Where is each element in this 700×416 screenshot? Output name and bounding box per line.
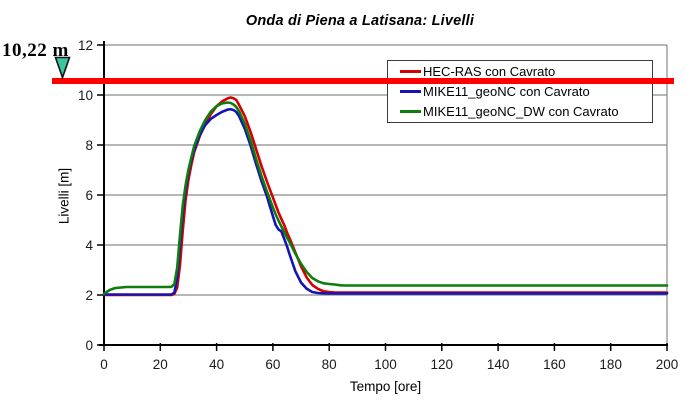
x-tick-label: 40	[209, 357, 224, 372]
legend-item-mike11-geonc: MIKE11_geoNC con Cavrato	[400, 81, 652, 101]
legend-line-sample-blue	[400, 89, 421, 93]
x-tick-label: 160	[543, 357, 566, 372]
legend-line-sample-green	[400, 110, 421, 114]
x-axis-title: Tempo [ore]	[349, 379, 422, 394]
y-tick-label: 6	[85, 188, 93, 203]
x-tick-label: 60	[265, 357, 280, 372]
y-tick-label: 10	[78, 88, 93, 103]
x-tick-label: 0	[100, 357, 108, 372]
y-tick-label: 12	[78, 38, 93, 53]
max-level-label: 10,22 m	[2, 40, 69, 61]
y-tick-label: 2	[85, 288, 93, 303]
y-tick-label: 4	[85, 238, 93, 253]
legend-label: HEC-RAS con Cavrato	[423, 63, 556, 79]
legend-label: MIKE11_geoNC_DW con Cavrato	[423, 104, 619, 120]
x-tick-label: 200	[656, 357, 679, 372]
y-tick-label: 8	[85, 138, 93, 153]
x-tick-label: 140	[487, 357, 510, 372]
chart-title: Onda di Piena a Latisana: Livelli	[245, 13, 475, 29]
legend-line-sample-red	[400, 69, 421, 73]
series-curve-2	[102, 108, 669, 296]
x-tick-label: 20	[153, 357, 168, 372]
max-level-reference-line	[52, 78, 674, 84]
series-curve-1	[102, 96, 669, 297]
level-marker-triangle-icon	[54, 56, 71, 79]
y-axis-title: Livelli [m]	[56, 167, 72, 225]
legend-box: HEC-RAS con Cavrato MIKE11_geoNC con Cav…	[387, 60, 653, 123]
legend-item-mike11-geonc-dw: MIKE11_geoNC_DW con Cavrato	[400, 102, 652, 122]
x-tick-label: 180	[599, 357, 622, 372]
y-tick-label: 0	[85, 338, 93, 353]
series-curve-3	[102, 101, 669, 296]
legend-label: MIKE11_geoNC con Cavrato	[423, 83, 590, 99]
x-tick-label: 120	[431, 357, 454, 372]
x-tick-label: 100	[374, 357, 397, 372]
legend-item-hecras: HEC-RAS con Cavrato	[400, 61, 652, 81]
x-tick-label: 80	[322, 357, 337, 372]
